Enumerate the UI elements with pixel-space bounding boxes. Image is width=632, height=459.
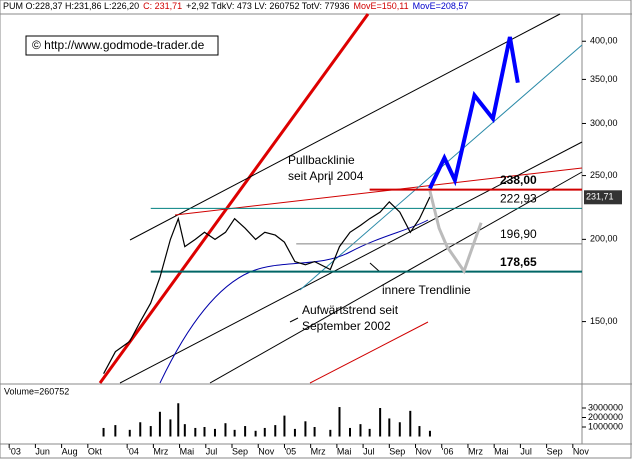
header: PUM O:228,37 H:231,86 L:226,20 C: 231,71 +… <box>3 1 468 11</box>
header-item: C: 231,71 <box>143 1 182 11</box>
level-label: 196,90 <box>500 227 537 241</box>
volume-label: Volume=260752 <box>4 386 69 396</box>
x-tick-label: Jul <box>520 446 532 456</box>
x-tick-label: '03 <box>9 446 21 456</box>
trendline <box>98 13 370 384</box>
moving-average <box>309 321 429 384</box>
pullback-line <box>174 167 583 216</box>
x-tick-label: '06 <box>442 446 454 456</box>
x-tick-label: Jun <box>35 446 50 456</box>
annotation: September 2002 <box>302 319 391 333</box>
header-item: +2,92 TdkV: 473 LV: 260752 TotV: 77936 <box>186 1 349 11</box>
x-tick-label: Nov <box>416 446 433 456</box>
level-label: 238,00 <box>500 173 537 187</box>
annotation: seit April 2004 <box>288 169 364 183</box>
x-tick-label: Mai <box>180 446 195 456</box>
header-item: MovE=150,11 <box>354 1 409 11</box>
x-tick-label: Okt <box>88 446 103 456</box>
copyright: © http://www.godmode-trader.de <box>32 38 205 52</box>
x-tick-label: Jul <box>363 446 375 456</box>
x-tick-label: Sep <box>389 446 405 456</box>
level-label: 178,65 <box>500 255 537 269</box>
y-tick-label: 150,00 <box>590 316 618 326</box>
moving-average <box>159 219 429 384</box>
volume-tick-label: 3000000 <box>588 402 623 412</box>
x-tick-label: Mrz <box>311 446 326 456</box>
y-tick-label: 250,00 <box>590 170 618 180</box>
x-tick-label: Mrz <box>468 446 483 456</box>
last-price-box <box>584 190 622 205</box>
arrow <box>289 317 299 323</box>
x-tick-label: Sep <box>232 446 248 456</box>
y-tick-label: 400,00 <box>590 36 618 46</box>
level-label: 222,93 <box>500 192 537 206</box>
trendline <box>119 141 583 384</box>
trendline <box>129 13 561 241</box>
header-item: MovE=208,57 <box>413 1 469 11</box>
annotation: Pullbacklinie <box>288 153 355 167</box>
x-tick-label: Nov <box>573 446 590 456</box>
price-line <box>428 190 483 275</box>
x-tick-label: Nov <box>258 446 275 456</box>
y-tick-label: 200,00 <box>590 234 618 244</box>
x-tick-label: Mrz <box>153 446 168 456</box>
copyright-box <box>25 35 219 56</box>
arrow <box>369 262 381 273</box>
x-tick-label: Mai <box>337 446 352 456</box>
x-tick-label: '05 <box>284 446 296 456</box>
y-tick-label: 350,00 <box>590 74 618 84</box>
y-tick-label: 300,00 <box>590 118 618 128</box>
last-price-label: 231,71 <box>586 192 614 202</box>
x-tick-label: Sep <box>547 446 563 456</box>
annotation: innere Trendlinie <box>382 283 471 297</box>
trendlines <box>98 13 583 384</box>
trendline <box>209 171 583 384</box>
x-tick-label: Jul <box>206 446 218 456</box>
header-item: PUM O:228,37 H:231,86 L:226,20 <box>3 1 139 11</box>
x-tick-label: Mai <box>494 446 509 456</box>
x-tick-label: '04 <box>127 446 139 456</box>
price-line <box>428 36 520 190</box>
volume-tick-label: 2000000 <box>588 412 623 422</box>
x-tick-label: Aug <box>62 446 78 456</box>
volume-tick-label: 1000000 <box>588 421 623 431</box>
price-line <box>103 196 431 374</box>
annotation: Aufwärtstrend seit <box>302 303 399 317</box>
